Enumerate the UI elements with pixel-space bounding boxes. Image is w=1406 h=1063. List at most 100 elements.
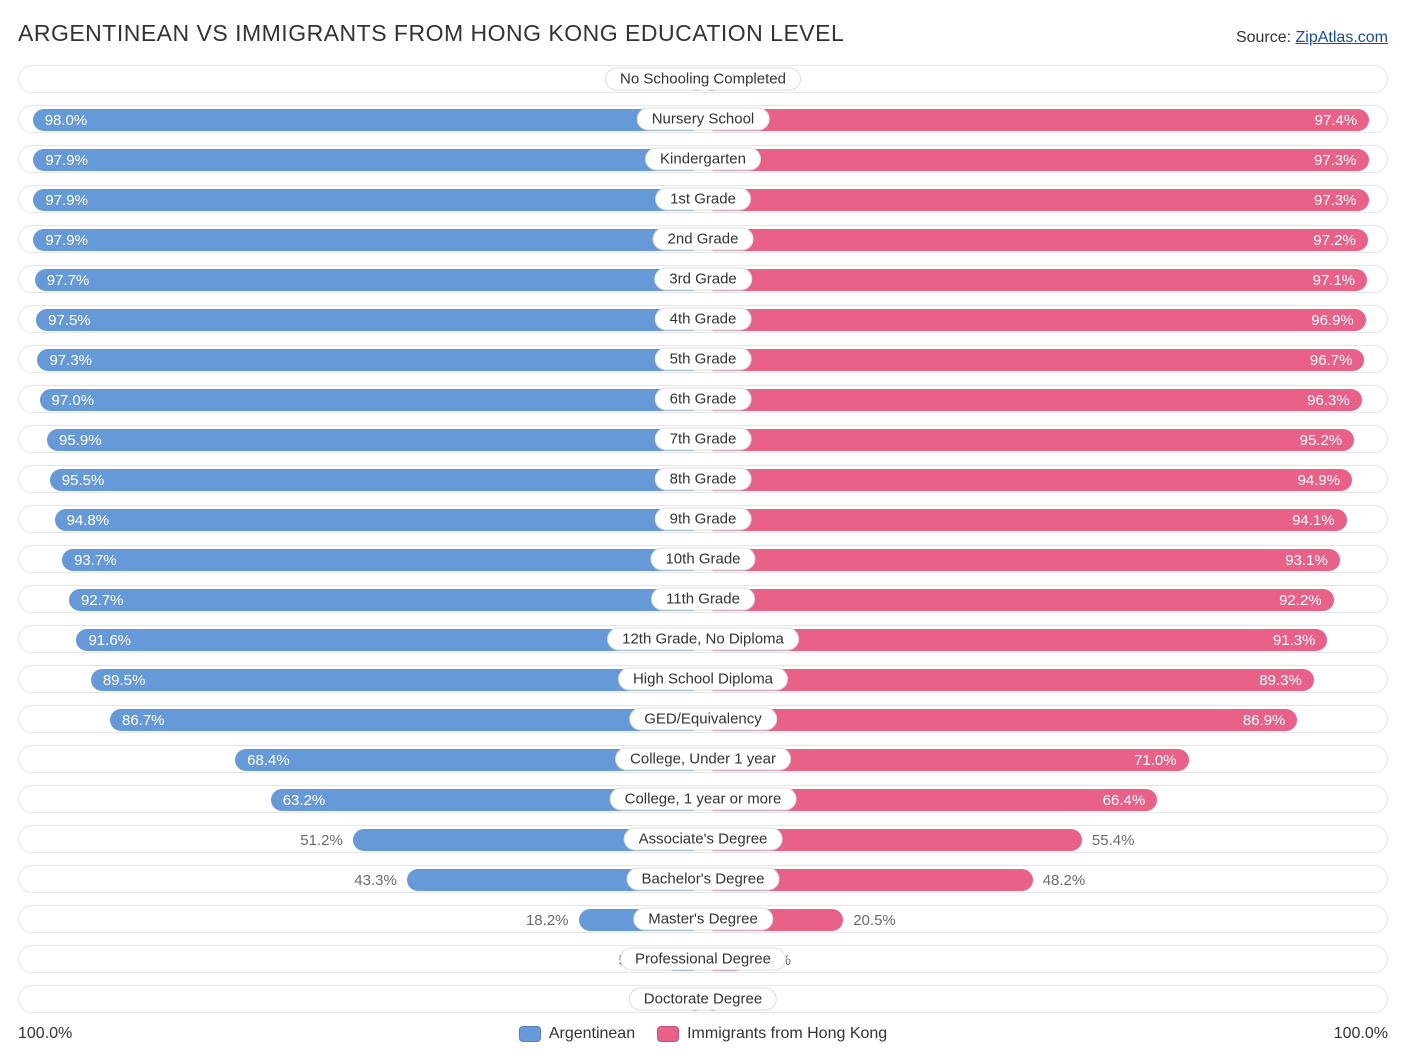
bar-left-value: 91.6%	[88, 632, 131, 649]
bar-left: 97.9%	[33, 149, 703, 171]
bar-right-value: 93.1%	[1285, 552, 1328, 569]
bar-right: 97.3%	[703, 189, 1369, 211]
bar-left: 97.0%	[40, 389, 703, 411]
axis-right-max: 100.0%	[1334, 1025, 1388, 1043]
bar-left-value: 97.3%	[49, 352, 92, 369]
bar-left: 86.7%	[110, 709, 703, 731]
bar-left-value: 18.2%	[526, 912, 579, 929]
bar-right-value: 95.2%	[1300, 432, 1343, 449]
bar-left-value: 63.2%	[283, 792, 326, 809]
bar-right-value: 91.3%	[1273, 632, 1316, 649]
bar-right: 96.3%	[703, 389, 1362, 411]
bar-right-value: 97.4%	[1315, 112, 1358, 129]
bar-right: 96.9%	[703, 309, 1366, 331]
bar-right-value: 66.4%	[1103, 792, 1146, 809]
chart-row: 92.7% 92.2% 11th Grade	[18, 585, 1388, 613]
category-label: College, 1 year or more	[610, 788, 797, 811]
chart-row: 18.2% 20.5% Master's Degree	[18, 905, 1388, 933]
chart-row: 95.5%94.9%8th Grade	[18, 465, 1388, 493]
category-label: High School Diploma	[618, 668, 788, 691]
chart-footer: 100.0% Argentinean Immigrants from Hong K…	[18, 1025, 1388, 1043]
chart-row: 94.8% 94.1% 9th Grade	[18, 505, 1388, 533]
category-label: Bachelor's Degree	[627, 868, 780, 891]
category-label: No Schooling Completed	[605, 68, 801, 91]
chart-title: ARGENTINEAN VS IMMIGRANTS FROM HONG KONG…	[18, 20, 844, 47]
bar-right-value: 71.0%	[1134, 752, 1177, 769]
chart-row: 2.1%2.7%No Schooling Completed	[18, 65, 1388, 93]
bar-right-value: 92.2%	[1279, 592, 1322, 609]
bar-left: 98.0%	[33, 109, 703, 131]
category-label: 12th Grade, No Diploma	[607, 628, 799, 651]
source-label: Source:	[1236, 29, 1291, 46]
bar-left: 93.7%	[62, 549, 703, 571]
bar-left: 97.3%	[37, 349, 703, 371]
bar-right-value: 94.9%	[1298, 472, 1341, 489]
source-credit: Source: ZipAtlas.com	[1236, 29, 1388, 47]
category-label: 8th Grade	[655, 468, 752, 491]
bar-right-value: 89.3%	[1259, 672, 1302, 689]
bar-right-value: 20.5%	[843, 912, 896, 929]
chart-row: 97.9%97.3%Kindergarten	[18, 145, 1388, 173]
chart-row: 97.0% 96.3% 6th Grade	[18, 385, 1388, 413]
bar-left: 97.9%	[33, 189, 703, 211]
category-label: 7th Grade	[655, 428, 752, 451]
bar-right: 97.1%	[703, 269, 1367, 291]
bar-right-value: 96.9%	[1311, 312, 1354, 329]
bar-right: 94.9%	[703, 469, 1352, 491]
chart-row: 2.3%2.8%Doctorate Degree	[18, 985, 1388, 1013]
category-label: 6th Grade	[655, 388, 752, 411]
bar-right-value: 96.7%	[1310, 352, 1353, 369]
bar-left-value: 93.7%	[74, 552, 117, 569]
category-label: 10th Grade	[650, 548, 755, 571]
bar-left-value: 97.7%	[47, 272, 90, 289]
category-label: 11th Grade	[651, 588, 755, 611]
bar-right: 89.3%	[703, 669, 1314, 691]
bar-left-value: 92.7%	[81, 592, 124, 609]
bar-left: 97.7%	[35, 269, 703, 291]
bar-left-value: 97.5%	[48, 312, 91, 329]
chart-row: 98.0% 97.4% Nursery School	[18, 105, 1388, 133]
bar-left-value: 98.0%	[45, 112, 88, 129]
bar-right: 92.2%	[703, 589, 1334, 611]
chart-row: 97.7% 97.1%3rd Grade	[18, 265, 1388, 293]
chart-row: 97.3%96.7%5th Grade	[18, 345, 1388, 373]
category-label: 2nd Grade	[653, 228, 754, 251]
bar-left: 97.9%	[33, 229, 703, 251]
bar-right-value: 97.2%	[1313, 232, 1356, 249]
bar-right-value: 86.9%	[1243, 712, 1286, 729]
bar-left: 95.9%	[47, 429, 703, 451]
category-label: 9th Grade	[655, 508, 752, 531]
chart-row: 86.7%86.9%GED/Equivalency	[18, 705, 1388, 733]
category-label: 3rd Grade	[654, 268, 752, 291]
bar-left-value: 43.3%	[354, 872, 407, 889]
category-label: Doctorate Degree	[629, 988, 777, 1011]
chart-row: 51.2%55.4%Associate's Degree	[18, 825, 1388, 853]
legend-item: Argentinean	[519, 1025, 635, 1043]
legend-item: Immigrants from Hong Kong	[657, 1025, 887, 1043]
chart-row: 43.3%48.2%Bachelor's Degree	[18, 865, 1388, 893]
source-link[interactable]: ZipAtlas.com	[1296, 29, 1388, 46]
legend-swatch	[657, 1026, 679, 1042]
chart-row: 93.7% 93.1% 10th Grade	[18, 545, 1388, 573]
category-label: Nursery School	[637, 108, 770, 131]
bar-left: 94.8%	[55, 509, 703, 531]
category-label: Master's Degree	[633, 908, 773, 931]
bar-right-value: 97.3%	[1314, 152, 1357, 169]
legend-swatch	[519, 1026, 541, 1042]
bar-right: 97.3%	[703, 149, 1369, 171]
bar-right: 96.7%	[703, 349, 1364, 371]
chart-row: 95.9% 95.2% 7th Grade	[18, 425, 1388, 453]
bar-right-value: 55.4%	[1082, 832, 1135, 849]
chart-header: ARGENTINEAN VS IMMIGRANTS FROM HONG KONG…	[18, 20, 1388, 47]
bar-left: 89.5%	[91, 669, 703, 691]
bar-right-value: 97.3%	[1314, 192, 1357, 209]
chart-row: 63.2% 66.4% College, 1 year or more	[18, 785, 1388, 813]
bar-right-value: 96.3%	[1307, 392, 1350, 409]
axis-left-max: 100.0%	[18, 1025, 72, 1043]
bar-right-value: 94.1%	[1292, 512, 1335, 529]
chart-row: 68.4%71.0%College, Under 1 year	[18, 745, 1388, 773]
bar-right: 95.2%	[703, 429, 1354, 451]
legend-label: Argentinean	[549, 1025, 635, 1043]
bar-left-value: 95.9%	[59, 432, 102, 449]
category-label: 4th Grade	[655, 308, 752, 331]
